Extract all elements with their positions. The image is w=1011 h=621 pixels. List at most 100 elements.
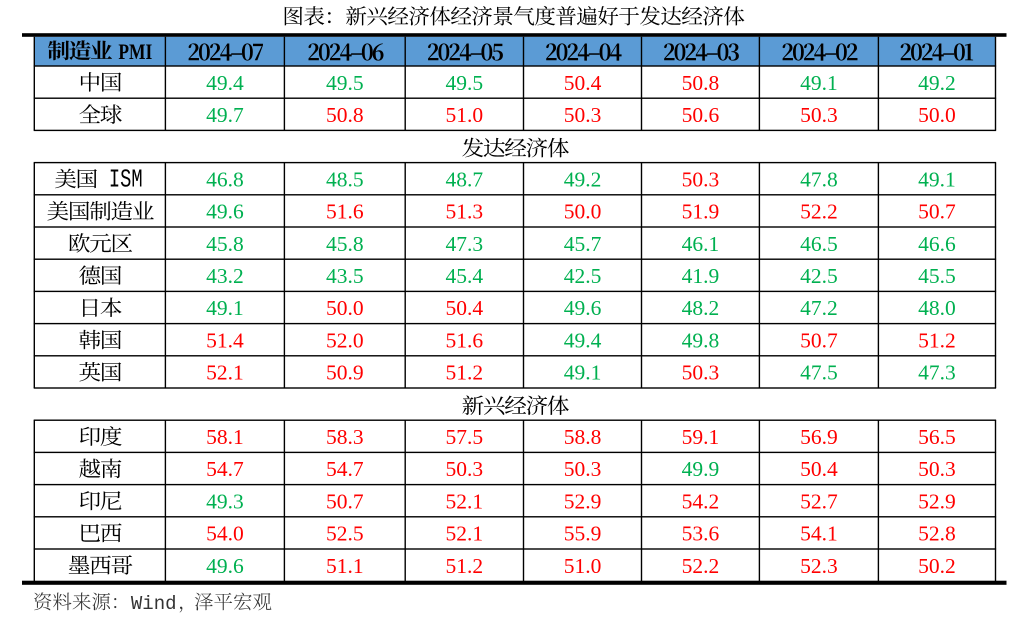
svg-text:49.2: 49.2 xyxy=(918,71,956,95)
svg-text:54.1: 54.1 xyxy=(800,522,838,546)
svg-text:54.0: 54.0 xyxy=(206,522,244,546)
svg-text:52.9: 52.9 xyxy=(918,489,956,513)
svg-text:49.5: 49.5 xyxy=(326,71,364,95)
svg-text:51.6: 51.6 xyxy=(326,200,364,224)
svg-text:52.2: 52.2 xyxy=(682,554,720,578)
svg-text:50.3: 50.3 xyxy=(682,361,720,385)
svg-text:47.2: 47.2 xyxy=(800,296,838,320)
svg-text:45.7: 45.7 xyxy=(564,232,602,256)
svg-text:54.7: 54.7 xyxy=(206,457,244,481)
svg-text:50.9: 50.9 xyxy=(326,361,364,385)
svg-text:51.0: 51.0 xyxy=(564,554,602,578)
svg-text:51.2: 51.2 xyxy=(446,361,484,385)
svg-text:45.4: 45.4 xyxy=(446,264,484,288)
svg-text:58.1: 58.1 xyxy=(206,425,244,449)
svg-text:49.3: 49.3 xyxy=(206,489,244,513)
svg-text:50.3: 50.3 xyxy=(800,103,838,127)
svg-text:50.7: 50.7 xyxy=(800,328,838,352)
svg-text:45.8: 45.8 xyxy=(326,232,364,256)
svg-text:50.0: 50.0 xyxy=(918,103,956,127)
svg-text:52.1: 52.1 xyxy=(446,489,484,513)
svg-text:48.0: 48.0 xyxy=(918,296,956,320)
svg-text:49.6: 49.6 xyxy=(206,200,244,224)
svg-text:45.5: 45.5 xyxy=(918,264,956,288)
svg-text:50.0: 50.0 xyxy=(326,296,364,320)
svg-text:51.2: 51.2 xyxy=(918,328,956,352)
svg-text:50.2: 50.2 xyxy=(918,554,956,578)
svg-text:51.1: 51.1 xyxy=(326,554,364,578)
svg-text:51.9: 51.9 xyxy=(682,200,720,224)
svg-text:51.4: 51.4 xyxy=(206,328,244,352)
svg-text:52.5: 52.5 xyxy=(326,522,364,546)
svg-text:52.1: 52.1 xyxy=(206,361,244,385)
svg-text:51.3: 51.3 xyxy=(446,200,484,224)
svg-text:52.3: 52.3 xyxy=(800,554,838,578)
svg-text:50.3: 50.3 xyxy=(446,457,484,481)
svg-text:48.7: 48.7 xyxy=(446,167,484,191)
svg-text:49.4: 49.4 xyxy=(564,328,602,352)
svg-text:50.8: 50.8 xyxy=(326,103,364,127)
svg-text:49.2: 49.2 xyxy=(564,167,602,191)
svg-text:57.5: 57.5 xyxy=(446,425,484,449)
svg-text:48.2: 48.2 xyxy=(682,296,720,320)
svg-text:50.6: 50.6 xyxy=(682,103,720,127)
svg-text:49.1: 49.1 xyxy=(206,296,244,320)
svg-text:49.6: 49.6 xyxy=(206,554,244,578)
svg-text:54.2: 54.2 xyxy=(682,489,720,513)
svg-text:52.8: 52.8 xyxy=(918,522,956,546)
svg-text:49.7: 49.7 xyxy=(206,103,244,127)
svg-text:PMI: PMI xyxy=(118,40,152,65)
svg-text:49.4: 49.4 xyxy=(206,71,244,95)
svg-text:50.3: 50.3 xyxy=(564,457,602,481)
svg-text:49.1: 49.1 xyxy=(564,361,602,385)
svg-text:51.6: 51.6 xyxy=(446,328,484,352)
svg-text:58.3: 58.3 xyxy=(326,425,364,449)
svg-text:50.7: 50.7 xyxy=(918,200,956,224)
svg-text:50.4: 50.4 xyxy=(800,457,838,481)
svg-text:47.8: 47.8 xyxy=(800,167,838,191)
svg-text:42.5: 42.5 xyxy=(800,264,838,288)
svg-text:43.2: 43.2 xyxy=(206,264,244,288)
svg-text:56.9: 56.9 xyxy=(800,425,838,449)
svg-text:47.5: 47.5 xyxy=(800,361,838,385)
svg-text:52.1: 52.1 xyxy=(446,522,484,546)
svg-text:50.7: 50.7 xyxy=(326,489,364,513)
svg-text:52.2: 52.2 xyxy=(800,200,838,224)
svg-text:52.9: 52.9 xyxy=(564,489,602,513)
svg-text:50.4: 50.4 xyxy=(446,296,484,320)
svg-text:50.3: 50.3 xyxy=(564,103,602,127)
svg-text:46.1: 46.1 xyxy=(682,232,720,256)
svg-text:49.6: 49.6 xyxy=(564,296,602,320)
svg-text:43.5: 43.5 xyxy=(326,264,364,288)
svg-text:46.8: 46.8 xyxy=(206,167,244,191)
svg-text:50.3: 50.3 xyxy=(682,167,720,191)
svg-text:49.8: 49.8 xyxy=(682,328,720,352)
svg-text:42.5: 42.5 xyxy=(564,264,602,288)
svg-text:46.5: 46.5 xyxy=(800,232,838,256)
svg-text:47.3: 47.3 xyxy=(918,361,956,385)
svg-text:49.9: 49.9 xyxy=(682,457,720,481)
svg-text:46.6: 46.6 xyxy=(918,232,956,256)
svg-text:ISM: ISM xyxy=(109,165,143,195)
svg-text:50.3: 50.3 xyxy=(918,457,956,481)
svg-text:50.8: 50.8 xyxy=(682,71,720,95)
svg-text:47.3: 47.3 xyxy=(446,232,484,256)
svg-text:48.5: 48.5 xyxy=(326,167,364,191)
svg-text:59.1: 59.1 xyxy=(682,425,720,449)
svg-text:52.7: 52.7 xyxy=(800,489,838,513)
svg-text:51.2: 51.2 xyxy=(446,554,484,578)
svg-text:58.8: 58.8 xyxy=(564,425,602,449)
svg-text:53.6: 53.6 xyxy=(682,522,720,546)
svg-text:45.8: 45.8 xyxy=(206,232,244,256)
svg-text:52.0: 52.0 xyxy=(326,328,364,352)
svg-text:49.5: 49.5 xyxy=(446,71,484,95)
svg-text:55.9: 55.9 xyxy=(564,522,602,546)
svg-text:41.9: 41.9 xyxy=(682,264,720,288)
svg-text:50.4: 50.4 xyxy=(564,71,602,95)
svg-text:Wind: Wind xyxy=(131,593,177,615)
svg-text:49.1: 49.1 xyxy=(800,71,838,95)
svg-text:49.1: 49.1 xyxy=(918,167,956,191)
svg-text:51.0: 51.0 xyxy=(446,103,484,127)
svg-text:56.5: 56.5 xyxy=(918,425,956,449)
svg-text:50.0: 50.0 xyxy=(564,200,602,224)
